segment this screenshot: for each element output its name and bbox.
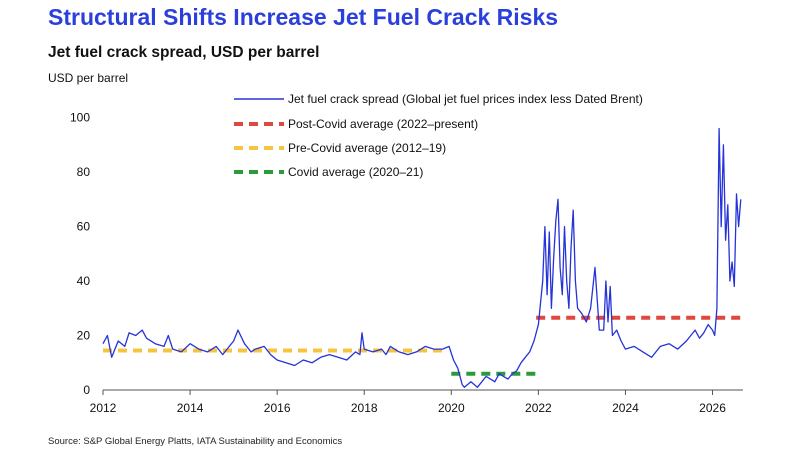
average-lines xyxy=(103,315,743,376)
y-tick-label: 80 xyxy=(77,165,91,179)
x-tick-label: 2024 xyxy=(612,401,639,415)
y-tick-label: 0 xyxy=(83,383,90,397)
y-axis-label: USD per barrel xyxy=(48,71,128,85)
source-note: Source: S&P Global Energy Platts, IATA S… xyxy=(48,436,343,447)
y-tick-label: 20 xyxy=(77,329,91,343)
chart-title: Structural Shifts Increase Jet Fuel Crac… xyxy=(48,4,559,30)
legend-label: Post-Covid average (2022–present) xyxy=(288,117,478,131)
line-chart: USD per barrel 0 20 40 60 80 100 2012 2014 2016… xyxy=(48,71,743,415)
y-tick-label: 100 xyxy=(70,111,90,125)
legend-label: Jet fuel crack spread (Global jet fuel p… xyxy=(288,92,643,106)
x-tick-label: 2020 xyxy=(438,401,465,415)
x-tick-label: 2014 xyxy=(177,401,204,415)
x-axis: 2012 2014 2016 2018 2020 2022 2024 2026 xyxy=(90,389,743,415)
y-axis: 0 20 40 60 80 100 xyxy=(70,111,90,397)
y-tick-label: 60 xyxy=(77,220,91,234)
x-tick-label: 2022 xyxy=(525,401,552,415)
y-tick-label: 40 xyxy=(77,274,91,288)
legend-label: Covid average (2020–21) xyxy=(288,165,423,179)
x-tick-label: 2012 xyxy=(90,401,117,415)
series-line-crack-spread xyxy=(102,127,742,388)
x-tick-label: 2016 xyxy=(264,401,291,415)
legend-label: Pre-Covid average (2012–19) xyxy=(288,141,446,155)
x-tick-label: 2018 xyxy=(351,401,378,415)
series-lines xyxy=(102,127,742,388)
x-tick-label: 2026 xyxy=(699,401,726,415)
legend: Jet fuel crack spread (Global jet fuel p… xyxy=(234,92,643,179)
chart-subtitle: Jet fuel crack spread, USD per barrel xyxy=(48,44,320,61)
